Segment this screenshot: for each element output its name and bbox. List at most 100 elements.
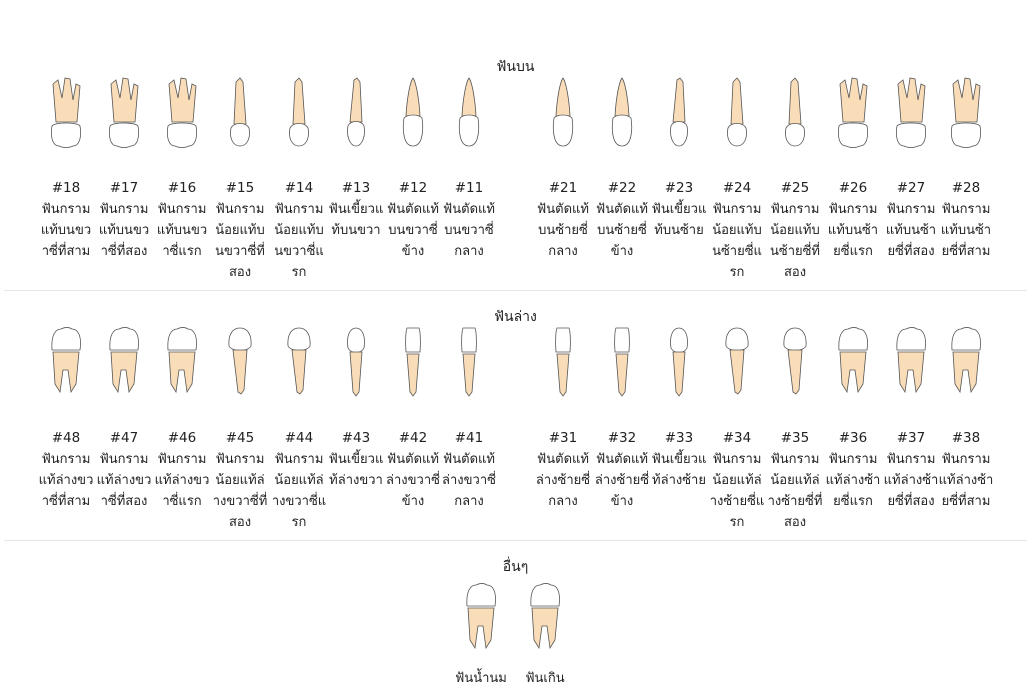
tooth-28[interactable]: #28 ฟันกรามแท้บนซ้ายซี่ที่สาม (937, 76, 995, 262)
tooth-label: ฟันตัดแท้ล่างขวาซี่กลาง (442, 452, 496, 509)
tooth-21[interactable]: #21 ฟันตัดแท้บนซ้ายซี่กลาง (534, 76, 592, 262)
tooth-44[interactable]: #44 ฟันกรามน้อยแท้ล่างขวาซี่แรก (270, 326, 328, 533)
canine-tooth-icon (327, 326, 385, 398)
molar-tooth-icon (95, 76, 153, 148)
tooth-number: #26 (838, 180, 868, 196)
tooth-label: ฟันกรามแท้บนซ้ายซี่ที่สาม (940, 202, 992, 259)
canine-tooth-icon (327, 76, 385, 148)
tooth-47[interactable]: #47 ฟันกรามแท้ล่างขวาซี่ที่สอง (95, 326, 153, 512)
tooth-label: ฟันเขี้ยวแท้ล่างซ้าย (651, 452, 707, 488)
tooth-label: ฟันตัดแท้บนขวาซี่กลาง (443, 202, 495, 259)
molar-tooth-icon (452, 582, 510, 654)
tooth-13[interactable]: #13 ฟันเขี้ยวแท้บนขวา (327, 76, 385, 241)
tooth-14[interactable]: #14 ฟันกรามน้อยแท้บนขวาซี่แรก (270, 76, 328, 283)
tooth-number: #25 (780, 180, 810, 196)
tooth-43[interactable]: #43 ฟันเขี้ยวแท้ล่างขวา (327, 326, 385, 491)
premolar-tooth-icon (708, 326, 766, 398)
tooth-45[interactable]: #45 ฟันกรามน้อยแท้ล่างขวาซี่ที่สอง (211, 326, 269, 533)
tooth-35[interactable]: #35 ฟันกรามน้อยแท้ล่างซ้ายซี่ที่สอง (766, 326, 824, 533)
tooth-37[interactable]: #37 ฟันกรามแท้ล่างซ้ายซี่ที่สอง (882, 326, 940, 512)
tooth-18[interactable]: #18 ฟันกรามแท้บนขวาซี่ที่สาม (37, 76, 95, 262)
tooth-42[interactable]: #42 ฟันตัดแท้ล่างขวาซี่ข้าง (384, 326, 442, 512)
tooth-label: ฟันกรามแท้บนซ้ายซี่แรก (827, 202, 879, 259)
tooth-number: #17 (109, 180, 139, 196)
tooth-number: #33 (664, 430, 694, 446)
tooth-label: ฟันกรามแท้ล่างขวาซี่ที่สาม (38, 452, 94, 509)
tooth-27[interactable]: #27 ฟันกรามแท้บนซ้ายซี่ที่สอง (882, 76, 940, 262)
tooth-46[interactable]: #46 ฟันกรามแท้ล่างขวาซี่แรก (153, 326, 211, 512)
tooth-38[interactable]: #38 ฟันกรามแท้ล่างซ้ายซี่ที่สาม (937, 326, 995, 512)
tooth-48[interactable]: #48 ฟันกรามแท้ล่างขวาซี่ที่สาม (37, 326, 95, 512)
section-title-upper: ฟันบน (496, 59, 535, 75)
tooth-label: ฟันกรามแท้ล่างขวาซี่ที่สอง (96, 452, 152, 509)
molar-tooth-icon (824, 326, 882, 398)
tooth-other-1[interactable]: ฟันเกิน (516, 582, 574, 689)
tooth-number: #48 (51, 430, 81, 446)
tooth-25[interactable]: #25 ฟันกรามน้อยแท้บนซ้ายซี่ที่สอง (766, 76, 824, 283)
tooth-number: #46 (167, 430, 197, 446)
tooth-label: ฟันกรามน้อยแท้ล่างขวาซี่แรก (271, 452, 327, 530)
tooth-11[interactable]: #11 ฟันตัดแท้บนขวาซี่กลาง (440, 76, 498, 262)
tooth-label: ฟันกรามแท้บนซ้ายซี่ที่สอง (885, 202, 937, 259)
tooth-label: ฟันกรามน้อยแท้ล่างซ้ายซี่แรก (709, 452, 765, 530)
tooth-label: ฟันกรามแท้บนขวาซี่ที่สาม (40, 202, 92, 259)
tooth-33[interactable]: #33 ฟันเขี้ยวแท้ล่างซ้าย (650, 326, 708, 491)
tooth-number: #34 (722, 430, 752, 446)
tooth-number: #18 (51, 180, 81, 196)
tooth-number: #37 (896, 430, 926, 446)
molar-tooth-icon (824, 76, 882, 148)
tooth-34[interactable]: #34 ฟันกรามน้อยแท้ล่างซ้ายซี่แรก (708, 326, 766, 533)
incisor-tooth-icon (534, 326, 592, 398)
incisor-tooth-icon (384, 76, 442, 148)
premolar-tooth-icon (708, 76, 766, 148)
tooth-number: #16 (167, 180, 197, 196)
tooth-other-0[interactable]: ฟันน้ำนม (452, 582, 510, 689)
tooth-number: #24 (722, 180, 752, 196)
premolar-tooth-icon (270, 76, 328, 148)
tooth-12[interactable]: #12 ฟันตัดแท้บนขวาซี่ข้าง (384, 76, 442, 262)
tooth-label: ฟันน้ำนม (455, 671, 507, 686)
tooth-number: #23 (664, 180, 694, 196)
tooth-label: ฟันกรามน้อยแท้ล่างซ้ายซี่ที่สอง (767, 452, 823, 530)
premolar-tooth-icon (766, 326, 824, 398)
molar-tooth-icon (516, 582, 574, 654)
tooth-label: ฟันกรามแท้ล่างซ้ายซี่ที่สาม (938, 452, 994, 509)
molar-tooth-icon (153, 326, 211, 398)
molar-tooth-icon (882, 326, 940, 398)
tooth-number: #12 (398, 180, 428, 196)
tooth-15[interactable]: #15 ฟันกรามน้อยแท้บนขวาซี่ที่สอง (211, 76, 269, 283)
tooth-41[interactable]: #41 ฟันตัดแท้ล่างขวาซี่กลาง (440, 326, 498, 512)
molar-tooth-icon (37, 326, 95, 398)
tooth-number: #35 (780, 430, 810, 446)
tooth-number: #38 (951, 430, 981, 446)
tooth-23[interactable]: #23 ฟันเขี้ยวแท้บนซ้าย (650, 76, 708, 241)
premolar-tooth-icon (211, 76, 269, 148)
tooth-17[interactable]: #17 ฟันกรามแท้บนขวาซี่ที่สอง (95, 76, 153, 262)
section-title-other: อื่นๆ (502, 559, 529, 575)
tooth-label: ฟันตัดแท้ล่างซ้ายซี่กลาง (535, 452, 591, 509)
tooth-number: #42 (398, 430, 428, 446)
canine-tooth-icon (650, 76, 708, 148)
tooth-32[interactable]: #32 ฟันตัดแท้ล่างซ้ายซี่ข้าง (593, 326, 651, 512)
tooth-label: ฟันกรามน้อยแท้ล่างขวาซี่ที่สอง (212, 452, 268, 530)
premolar-tooth-icon (211, 326, 269, 398)
tooth-label: ฟันกรามน้อยแท้บนซ้ายซี่ที่สอง (769, 202, 821, 280)
tooth-number: #45 (225, 430, 255, 446)
tooth-26[interactable]: #26 ฟันกรามแท้บนซ้ายซี่แรก (824, 76, 882, 262)
incisor-tooth-icon (440, 76, 498, 148)
section-divider (4, 540, 1027, 541)
incisor-tooth-icon (440, 326, 498, 398)
tooth-16[interactable]: #16 ฟันกรามแท้บนขวาซี่แรก (153, 76, 211, 262)
tooth-label: ฟันเขี้ยวแท้บนซ้าย (651, 202, 707, 238)
tooth-number: #15 (225, 180, 255, 196)
molar-tooth-icon (95, 326, 153, 398)
tooth-label: ฟันกรามแท้ล่างขวาซี่แรก (154, 452, 210, 509)
tooth-31[interactable]: #31 ฟันตัดแท้ล่างซ้ายซี่กลาง (534, 326, 592, 512)
tooth-label: ฟันกรามน้อยแท้บนขวาซี่แรก (274, 202, 324, 280)
tooth-22[interactable]: #22 ฟันตัดแท้บนซ้ายซี่ข้าง (593, 76, 651, 262)
section-title-lower: ฟันล่าง (494, 309, 537, 325)
tooth-24[interactable]: #24 ฟันกรามน้อยแท้บนซ้ายซี่แรก (708, 76, 766, 283)
tooth-label: ฟันกรามแท้บนขวาซี่ที่สอง (98, 202, 150, 259)
tooth-36[interactable]: #36 ฟันกรามแท้ล่างซ้ายซี่แรก (824, 326, 882, 512)
tooth-label: ฟันกรามน้อยแท้บนซ้ายซี่แรก (712, 202, 762, 280)
